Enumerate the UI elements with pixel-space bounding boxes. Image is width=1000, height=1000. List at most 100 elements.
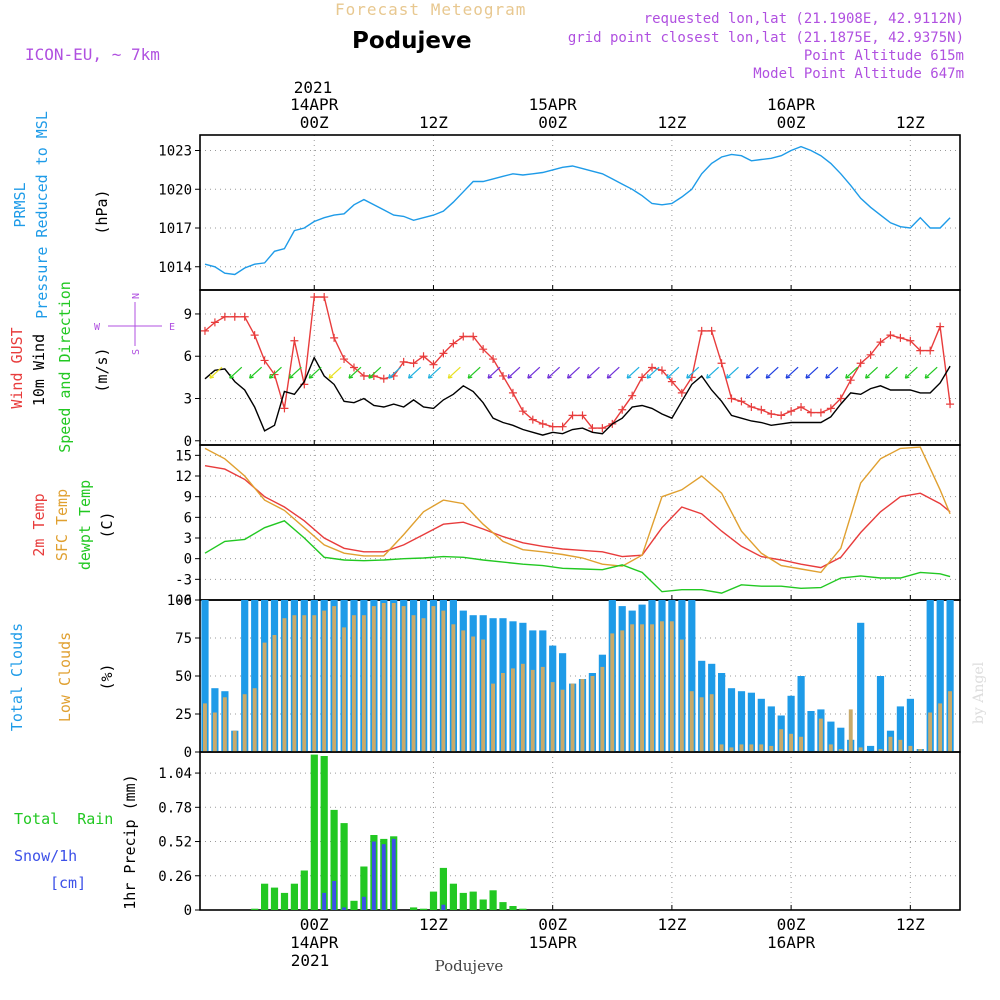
bar-total-rain xyxy=(360,866,368,910)
gust-point xyxy=(846,376,855,385)
wind-panel: 0 3 6 9 xyxy=(184,289,961,450)
wind-ytick-label: 3 xyxy=(184,392,192,408)
bar-low-clouds xyxy=(948,691,952,752)
prmsl-label: PRMSL xyxy=(11,182,29,227)
wind-direction-label: Speed and Direction xyxy=(56,281,74,453)
wind-direction-arrow xyxy=(825,366,839,379)
wind-direction-arrow xyxy=(428,366,441,379)
gust-point xyxy=(399,357,408,366)
wind-arrow-head xyxy=(268,373,274,379)
wind-arrow-head xyxy=(646,373,652,379)
gust-point xyxy=(528,415,537,424)
wind-unit: (m/s) xyxy=(93,347,111,392)
bar-low-clouds xyxy=(699,697,704,752)
wind-ytick-label: 6 xyxy=(184,349,192,365)
temp-labels: 2m Temp SFC Temp dewpt Temp (C) xyxy=(30,480,116,570)
bar-low-clouds xyxy=(779,729,784,752)
bar-total-rain xyxy=(290,883,298,910)
bar-low-clouds xyxy=(282,618,287,752)
precip-data xyxy=(251,754,527,910)
clouds-ytick-label: 100 xyxy=(167,593,192,609)
bottom-date-label: 14APR xyxy=(290,933,339,952)
bar-low-clouds xyxy=(461,630,466,752)
bar-total-clouds xyxy=(876,676,885,752)
low-clouds-label: Low Clouds xyxy=(56,632,74,722)
snow-label: Snow/1h xyxy=(14,847,77,865)
gust-point xyxy=(349,363,358,372)
pressure-ytick-label: 1020 xyxy=(158,182,192,198)
bar-total-clouds xyxy=(767,706,775,752)
bar-snow-1h xyxy=(391,838,396,910)
wind-arrow-head xyxy=(328,373,334,379)
top-hour-label: 12Z xyxy=(896,113,925,132)
precip-ytick-label: 0.26 xyxy=(158,869,192,885)
wind-arrow-head xyxy=(427,373,433,379)
gust-point xyxy=(479,345,488,354)
bar-total-clouds xyxy=(936,600,944,752)
series-line-10m-wind xyxy=(204,355,951,436)
compass-w: W xyxy=(94,322,101,333)
wind-arrow-head xyxy=(566,373,572,379)
gust-point xyxy=(439,349,448,358)
wind-arrow-head xyxy=(785,373,791,379)
bar-low-clouds xyxy=(302,615,307,752)
gust-point xyxy=(290,336,299,345)
bar-low-clouds xyxy=(789,733,793,752)
wind-arrow-head xyxy=(249,373,254,379)
gust-point xyxy=(499,371,508,380)
bar-total-clouds xyxy=(946,600,954,752)
bar-total-rain xyxy=(499,902,507,910)
bar-low-clouds xyxy=(0,749,4,752)
panels-layer: 10141017102010230369-6-30369121502550751… xyxy=(0,134,961,919)
clouds-data xyxy=(0,600,954,752)
wind-direction-arrow xyxy=(845,366,859,379)
bar-total-rain xyxy=(439,867,447,910)
series-line-2m-temp xyxy=(204,465,951,569)
bar-total-rain xyxy=(270,887,279,910)
precip-unit: 1hr Precip (mm) xyxy=(121,774,139,909)
wind-direction-arrow xyxy=(567,366,580,379)
precip-ytick-label: 0.78 xyxy=(158,800,192,816)
gust-point xyxy=(588,424,597,433)
wind-arrow-head xyxy=(447,373,453,379)
gust-point xyxy=(836,394,845,403)
gust-point xyxy=(677,388,686,397)
wind-frame xyxy=(199,289,961,446)
total-clouds-label: Total Clouds xyxy=(8,623,26,731)
bar-low-clouds xyxy=(669,621,674,752)
gust-label: Wind GUST xyxy=(8,327,26,408)
gust-point xyxy=(926,346,935,355)
bar-low-clouds xyxy=(232,730,237,752)
clouds-ytick-label: 0 xyxy=(184,745,192,761)
wind-direction-arrow xyxy=(606,366,620,379)
bottom-hour-label: 12Z xyxy=(419,915,448,934)
wind-arrow-head xyxy=(805,373,811,379)
bar-total-clouds xyxy=(688,600,696,752)
bar-low-clouds xyxy=(292,615,297,752)
compass-e: E xyxy=(169,322,175,333)
gust-point xyxy=(359,371,368,380)
bar-total-rain xyxy=(340,823,348,910)
bar-low-clouds xyxy=(262,642,267,752)
wind-direction-arrow xyxy=(447,366,461,379)
bar-low-clouds xyxy=(371,606,376,752)
wind-direction-arrow xyxy=(885,366,898,379)
bar-low-clouds xyxy=(511,668,515,752)
bar-low-clouds xyxy=(530,669,535,752)
top-hour-label: 00Z xyxy=(300,113,329,132)
bar-total-clouds xyxy=(757,698,765,752)
bar-low-clouds xyxy=(908,745,913,752)
wind-ytick-label: 9 xyxy=(184,307,192,323)
bar-low-clouds xyxy=(540,666,545,752)
bar-total-clouds xyxy=(807,711,815,752)
bar-low-clouds xyxy=(352,615,356,752)
gust-point xyxy=(866,350,875,359)
wind-arrow-head xyxy=(626,373,632,379)
wind-arrow-head xyxy=(586,373,592,379)
wind-arrow-head xyxy=(348,373,354,379)
wind-direction-arrow xyxy=(686,366,700,379)
bar-low-clouds xyxy=(878,749,883,752)
bar-low-clouds xyxy=(560,689,565,752)
bar-low-clouds xyxy=(600,666,605,752)
